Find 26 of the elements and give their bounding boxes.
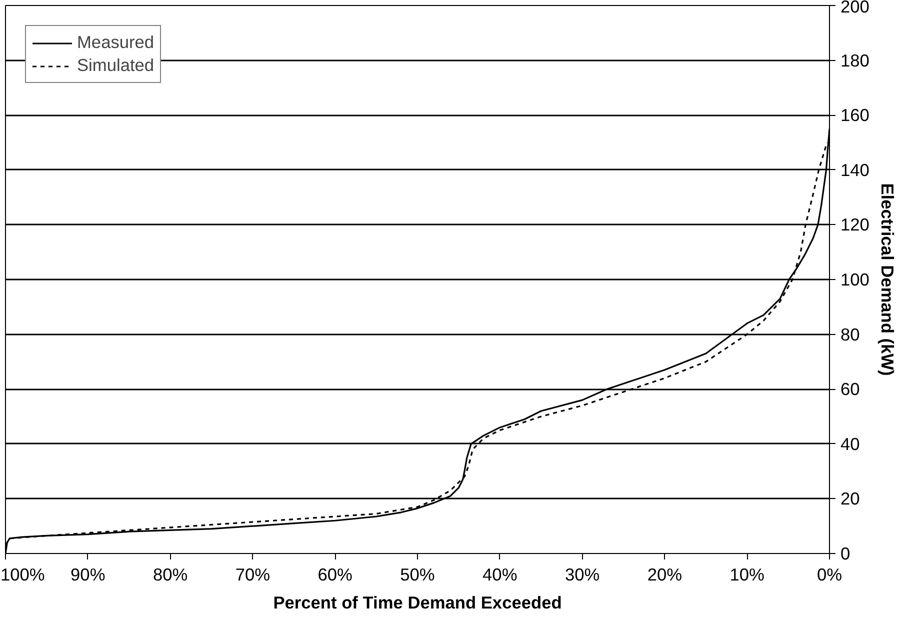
y-tick-label: 100 <box>840 270 870 290</box>
y-tick-label: 200 <box>840 0 870 16</box>
x-tick-label: 80% <box>152 564 188 584</box>
legend-label: Simulated <box>77 55 154 76</box>
x-tick-label: 90% <box>70 564 106 584</box>
x-tick-label: 10% <box>730 564 764 584</box>
x-tick-label: 30% <box>564 564 600 584</box>
x-axis-title: Percent of Time Demand Exceeded <box>273 592 562 612</box>
x-tick-label: 70% <box>235 564 270 584</box>
x-tick-label: 100% <box>0 564 45 584</box>
x-tick-label: 40% <box>482 564 518 584</box>
y-tick-label: 60 <box>840 379 860 400</box>
y-tick-label: 40 <box>840 434 860 454</box>
y-axis-title: Electrical Demand (kW) <box>877 183 898 376</box>
x-tick-label: 50% <box>400 564 435 584</box>
x-tick-label: 20% <box>647 564 682 584</box>
y-tick-label: 20 <box>840 488 860 509</box>
x-tick-label: 60% <box>318 564 352 584</box>
legend-label: Measured <box>77 32 154 53</box>
y-tick-label: 120 <box>840 214 870 235</box>
y-tick-label: 140 <box>840 160 870 180</box>
y-tick-label: 0 <box>840 544 850 564</box>
y-tick-label: 180 <box>840 50 870 70</box>
y-tick-label: 160 <box>840 105 870 126</box>
x-tick-label: 0% <box>816 564 842 584</box>
y-tick-label: 80 <box>840 324 860 344</box>
